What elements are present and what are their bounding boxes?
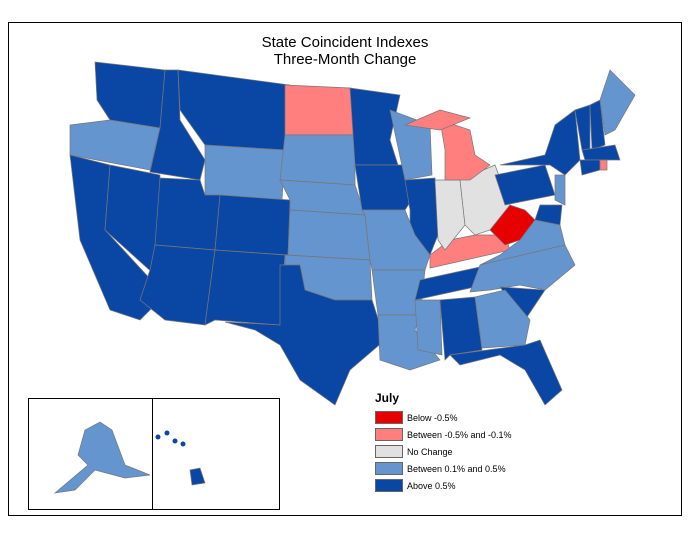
legend-swatch [375, 462, 403, 475]
state-hi [189, 467, 206, 486]
state-fl [449, 339, 563, 406]
legend-title: July [375, 391, 400, 405]
state-ma [581, 144, 621, 161]
state-me [599, 69, 636, 136]
state-hi-island [180, 441, 186, 447]
state-co [214, 194, 291, 256]
legend-item-neg: Between -0.5% and -0.1% [375, 426, 512, 443]
state-nd [284, 84, 356, 136]
state-tx [224, 264, 386, 406]
state-al [439, 296, 483, 361]
state-ms [414, 299, 443, 356]
alaska-hawaii-inset [28, 398, 280, 510]
state-ne [279, 179, 366, 216]
map-title: State Coincident Indexes Three-Month Cha… [200, 34, 490, 68]
title-line-2: Three-Month Change [273, 51, 417, 68]
state-nc [469, 244, 576, 293]
legend-item-pos: Between 0.1% and 0.5% [375, 460, 512, 477]
state-wy [204, 144, 286, 201]
state-ny [499, 109, 581, 176]
legend-label: Above 0.5% [407, 480, 456, 491]
state-mi [439, 119, 491, 181]
state-mi [403, 109, 472, 131]
state-nh [589, 99, 606, 151]
state-hi-island [172, 438, 178, 444]
state-ri [599, 159, 608, 171]
inset-divider [152, 398, 153, 509]
state-hi-island [164, 430, 170, 436]
state-nj [554, 174, 566, 206]
state-nm [204, 249, 286, 326]
state-ct [579, 159, 601, 176]
state-ks [287, 209, 371, 261]
legend-label: No Change [407, 446, 453, 457]
legend-swatch [375, 428, 403, 441]
legend-swatch [375, 479, 403, 492]
legend-item-below: Below -0.5% [375, 409, 512, 426]
state-mt [177, 69, 291, 151]
legend-label: Below -0.5% [407, 412, 458, 423]
figure-border [8, 22, 682, 516]
state-hi-island [155, 434, 161, 440]
legend: July Below -0.5% Between -0.5% and -0.1% N… [375, 391, 512, 494]
title-line-1: State Coincident Indexes [261, 34, 429, 51]
state-pa [494, 164, 556, 206]
state-ak [53, 421, 151, 494]
legend-item-above: Above 0.5% [375, 477, 512, 494]
legend-swatch [375, 445, 403, 458]
state-mn [349, 87, 401, 166]
state-sd [279, 134, 356, 186]
legend-label: Between -0.5% and -0.1% [407, 429, 512, 440]
legend-swatch [375, 411, 403, 424]
legend-item-none: No Change [375, 443, 512, 460]
legend-label: Between 0.1% and 0.5% [407, 463, 506, 474]
state-ga [474, 289, 531, 349]
state-wa [94, 61, 166, 129]
